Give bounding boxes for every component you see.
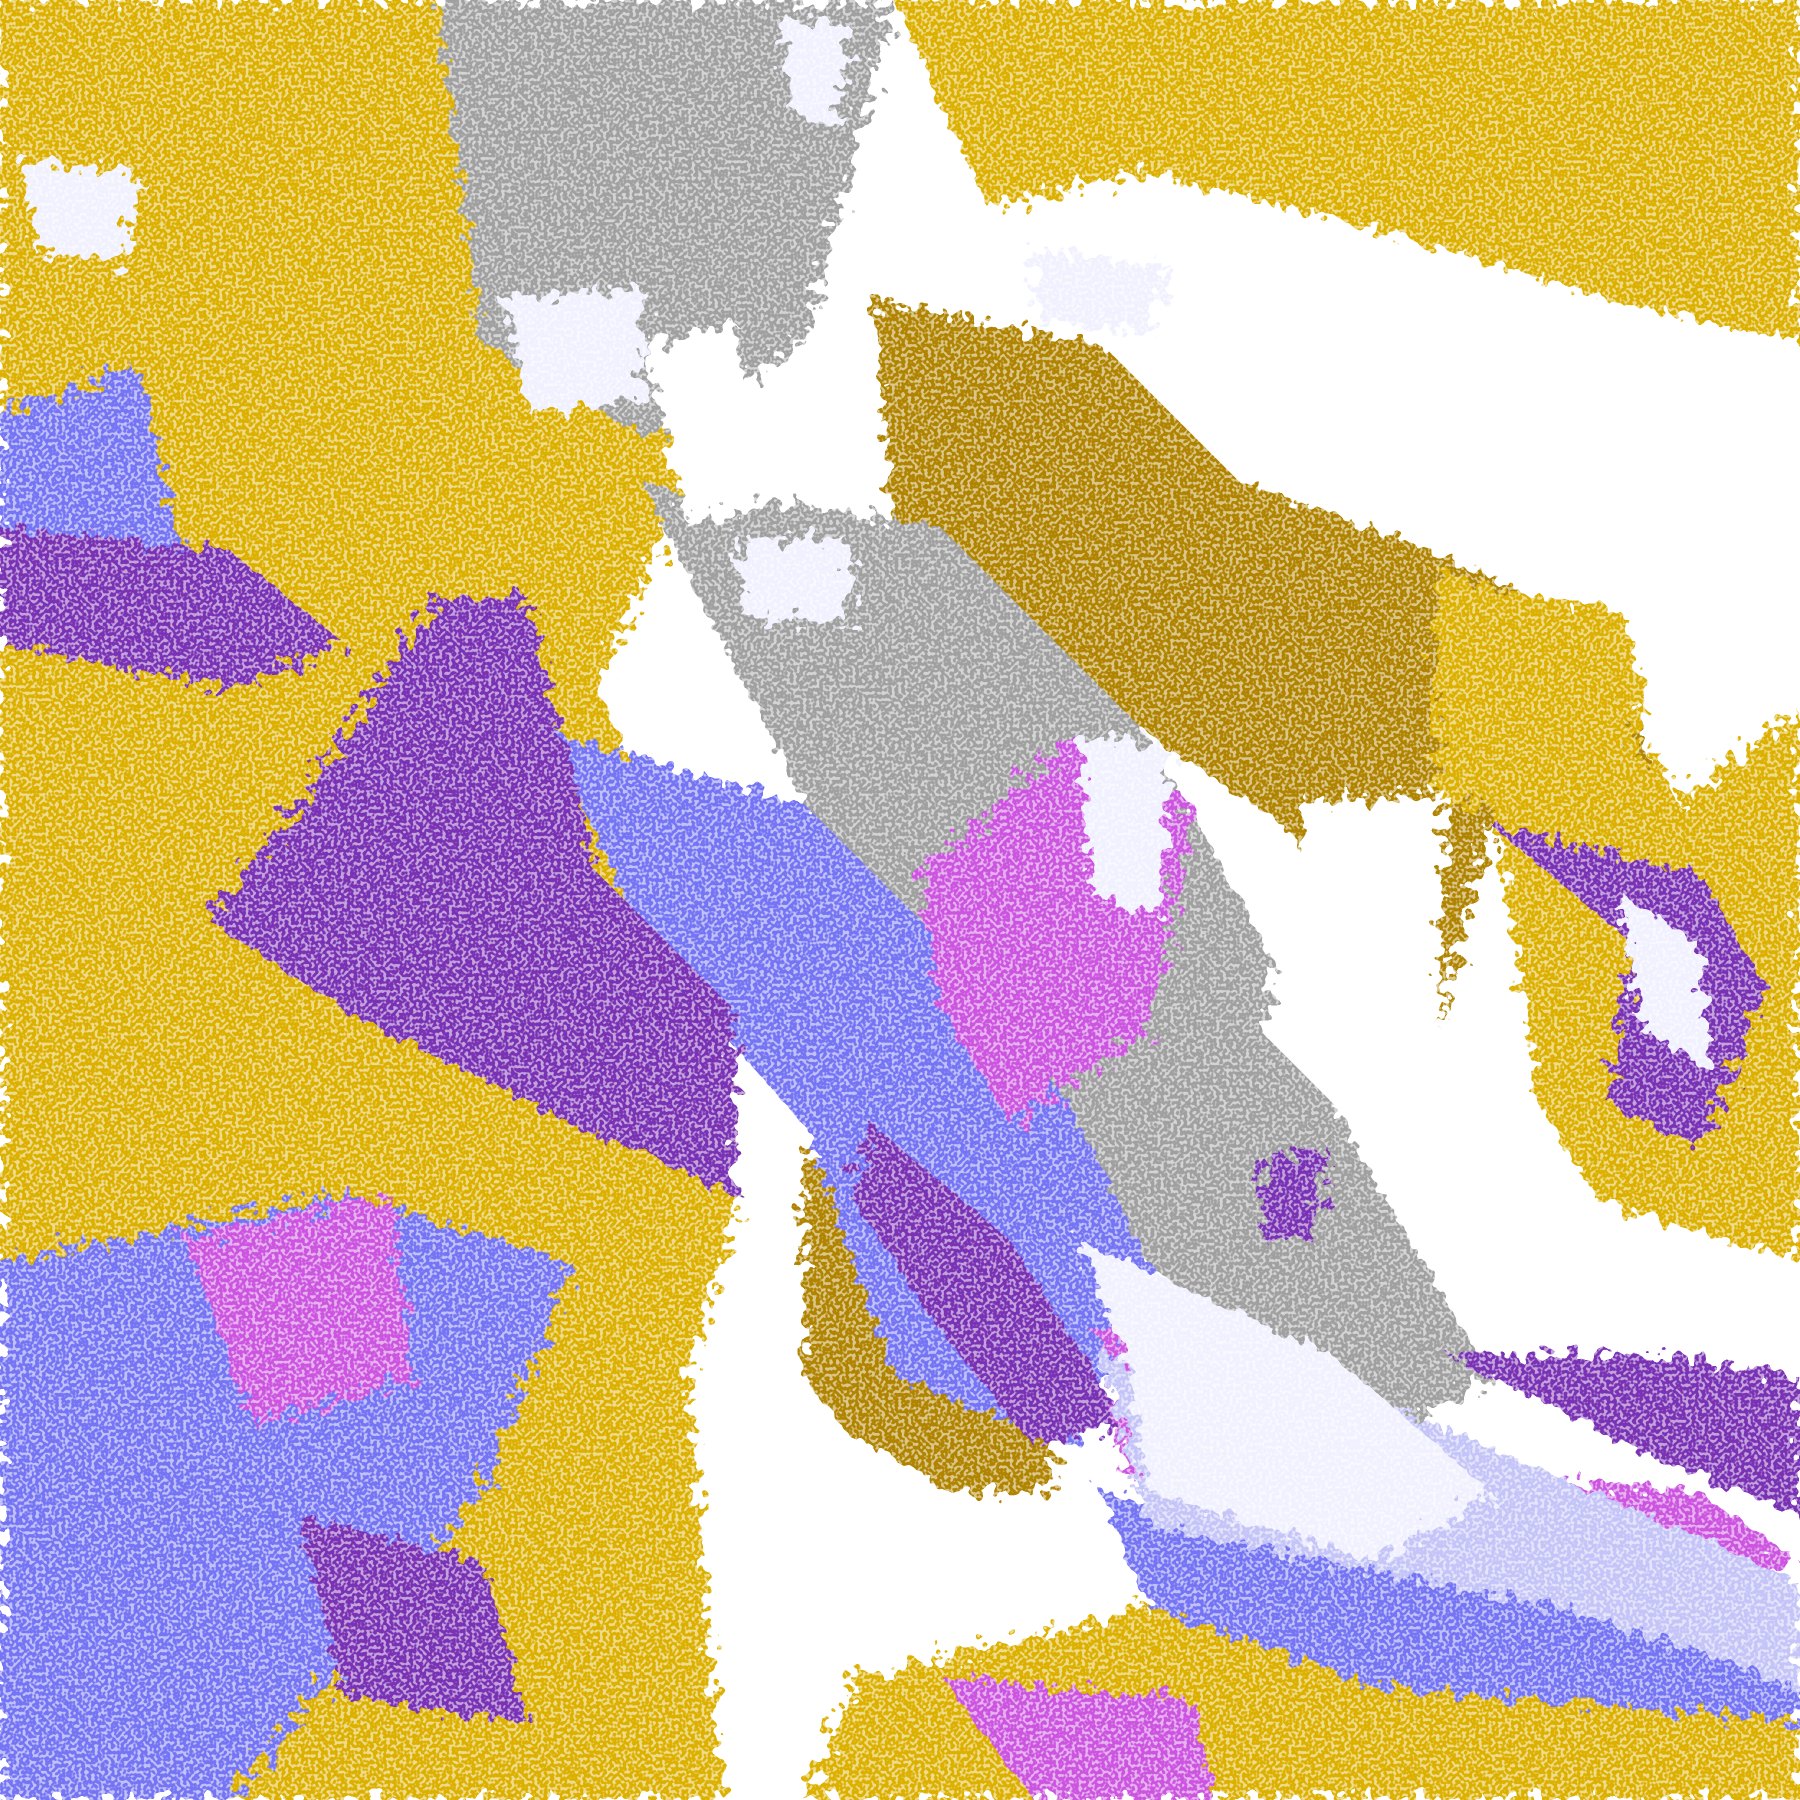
classified-satellite-map [0, 0, 1800, 1800]
speckle-overlay [0, 0, 1800, 1800]
